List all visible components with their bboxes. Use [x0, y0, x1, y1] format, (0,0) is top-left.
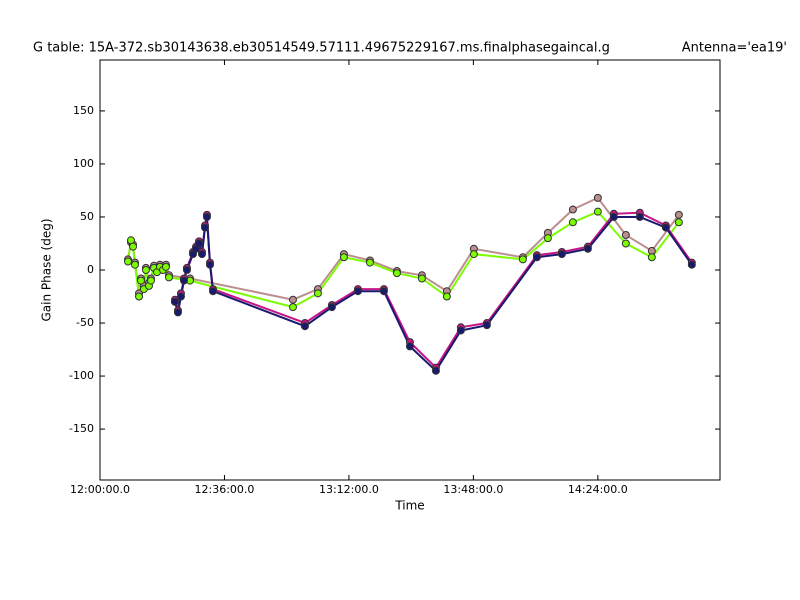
y-tick-label: 100 [73, 157, 94, 170]
data-point [164, 273, 173, 282]
data-point [431, 366, 440, 375]
data-point [176, 292, 185, 301]
data-point [557, 250, 566, 259]
x-tick-label: 12:36:00.0 [195, 483, 255, 496]
data-point [674, 218, 683, 227]
y-tick-label: -150 [69, 422, 94, 435]
data-point [202, 212, 211, 221]
chart-title: G table: 15A-372.sb30143638.eb30514549.5… [33, 41, 610, 56]
x-tick-label: 12:00:00.0 [70, 483, 130, 496]
data-point [135, 292, 144, 301]
data-point [182, 266, 191, 274]
data-point [621, 231, 630, 239]
data-point [647, 253, 656, 262]
data-point [353, 287, 362, 296]
data-point [482, 321, 491, 330]
data-point [194, 239, 203, 248]
data-point [288, 303, 297, 312]
data-point [442, 292, 451, 301]
data-point [365, 258, 374, 267]
data-point [288, 295, 297, 304]
y-tick-label: -50 [76, 316, 94, 329]
data-point [518, 255, 527, 264]
data-point [379, 287, 388, 296]
data-point [146, 276, 155, 285]
data-point [568, 218, 577, 227]
x-tick-label: 14:24:00.0 [568, 483, 628, 496]
data-point [593, 207, 602, 216]
data-point [609, 212, 618, 221]
y-tick-label: 150 [73, 104, 94, 117]
plot-frame [99, 59, 721, 481]
data-point [661, 223, 670, 232]
data-point [417, 274, 426, 283]
data-point [568, 205, 577, 214]
x-tick-label: 13:12:00.0 [319, 483, 379, 496]
data-point [469, 250, 478, 259]
data-point [200, 223, 209, 232]
data-point [141, 266, 150, 274]
data-point [621, 239, 630, 248]
y-axis-label: Gain Phase (deg) [40, 218, 54, 321]
data-point [456, 326, 465, 335]
data-point [339, 253, 348, 262]
data-point [208, 287, 217, 296]
data-point [300, 322, 309, 331]
data-point [313, 289, 322, 298]
x-tick-label: 13:48:00.0 [443, 483, 503, 496]
data-point [593, 193, 602, 202]
series-line [174, 216, 693, 373]
data-point [583, 244, 592, 253]
y-tick-label: 50 [80, 210, 94, 223]
data-point [130, 260, 139, 269]
data-point [635, 212, 644, 221]
data-point [405, 342, 414, 351]
data-point [129, 242, 138, 251]
data-point [124, 257, 133, 266]
data-point [170, 297, 179, 306]
data-point [161, 262, 170, 271]
data-point [392, 269, 401, 278]
data-point [173, 308, 182, 317]
data-point [136, 276, 145, 285]
x-axis-label: Time [394, 499, 424, 513]
data-point [205, 260, 214, 269]
data-point [543, 234, 552, 243]
data-point [532, 253, 541, 262]
data-point [327, 303, 336, 312]
y-tick-label: 0 [87, 263, 94, 276]
data-point [197, 250, 206, 259]
data-point [179, 276, 188, 285]
antenna-label: Antenna='ea19' [682, 41, 787, 56]
data-point [687, 260, 696, 269]
y-tick-label: -100 [69, 369, 94, 382]
data-point [674, 210, 683, 219]
